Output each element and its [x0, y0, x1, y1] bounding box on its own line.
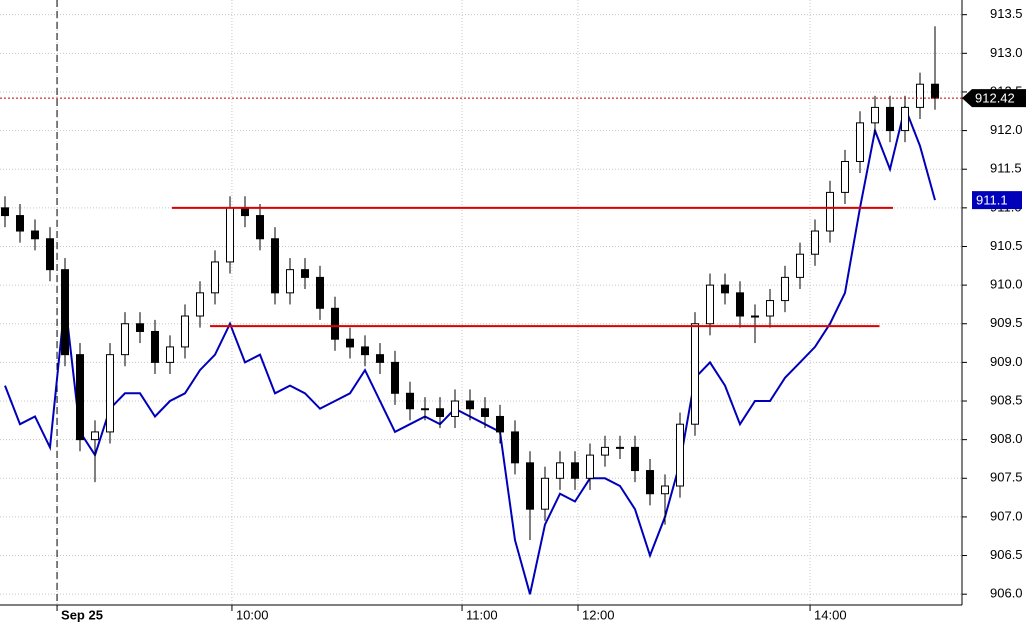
candle-body: [630, 446, 639, 472]
candle-body: [675, 423, 684, 487]
candle-body: [525, 462, 534, 510]
candle-body: [105, 354, 114, 433]
y-tick-label: 908.5: [990, 392, 1023, 407]
y-tick-label: 913.0: [990, 45, 1023, 60]
candle-body: [0, 207, 9, 217]
candle-body: [705, 284, 714, 325]
y-tick-label: 906.5: [990, 547, 1023, 562]
candle-body: [135, 323, 144, 332]
y-tick-label: 910.5: [990, 238, 1023, 253]
candle-body: [570, 462, 579, 479]
candle-body: [435, 408, 444, 417]
price-tag-bg: [962, 89, 1026, 108]
line-tag-bg: [972, 191, 1022, 210]
candle-body: [900, 106, 909, 132]
candle-body: [225, 207, 234, 263]
candle-body: [615, 446, 624, 449]
candle-body: [540, 477, 549, 510]
candle-body: [720, 284, 729, 294]
candle-body: [405, 392, 414, 410]
candle-body: [15, 215, 24, 232]
candle-body: [810, 230, 819, 255]
candle-body: [345, 338, 354, 348]
x-tick-label: 10:00: [236, 607, 269, 622]
candle-body: [30, 230, 39, 240]
candle-body: [45, 238, 54, 271]
candle-body: [645, 470, 654, 495]
candle-body: [915, 83, 924, 108]
candle-body: [510, 431, 519, 464]
y-tick-label: 911.5: [990, 161, 1022, 176]
candle-body: [75, 354, 84, 441]
candle-body: [555, 462, 564, 479]
y-tick-label: 910.0: [990, 277, 1023, 292]
x-tick-label: 12:00: [582, 607, 615, 622]
candle-body: [690, 323, 699, 425]
candle-body: [825, 191, 834, 232]
price-tag: 912.42: [975, 91, 1015, 106]
x-tick-label: 14:00: [814, 607, 847, 622]
candle-body: [765, 300, 774, 317]
indicator-line: [4, 104, 936, 595]
candle-body: [750, 315, 759, 318]
candle-body: [855, 122, 864, 162]
candle-body: [360, 346, 369, 356]
candle-body: [870, 106, 879, 124]
y-tick-label: 909.0: [990, 354, 1023, 369]
candle-body: [195, 292, 204, 317]
y-tick-label: 906.0: [990, 586, 1023, 601]
candle-body: [330, 307, 339, 340]
candle-body: [495, 415, 504, 433]
candle-body: [165, 346, 174, 363]
candle-body: [420, 408, 429, 411]
candle-body: [735, 292, 744, 317]
x-tick-label: Sep 25: [61, 607, 103, 622]
candle-body: [450, 400, 459, 417]
x-tick-label: 11:00: [466, 607, 498, 622]
candle-body: [885, 106, 894, 132]
candle-body: [780, 276, 789, 302]
candle-body: [660, 485, 669, 495]
candle-body: [930, 83, 939, 99]
candle-body: [210, 261, 219, 294]
candle-body: [240, 207, 249, 217]
line-tag: 911.1: [976, 193, 1008, 208]
candle-body: [375, 354, 384, 363]
candle-body: [585, 454, 594, 479]
candle-body: [270, 238, 279, 294]
candle-body: [150, 330, 159, 363]
candle-body: [300, 269, 309, 278]
y-tick-label: 907.0: [990, 508, 1023, 523]
candle-body: [315, 276, 324, 309]
y-tick-label: 912.0: [990, 122, 1023, 137]
candle-body: [120, 323, 129, 356]
y-tick-label: 907.5: [990, 470, 1023, 485]
y-tick-label: 909.5: [990, 315, 1023, 330]
candle-body: [465, 400, 474, 410]
candle-body: [390, 361, 399, 394]
candle-body: [480, 408, 489, 417]
candle-body: [600, 446, 609, 456]
candle-body: [255, 215, 264, 240]
y-tick-label: 908.0: [990, 431, 1023, 446]
candle-body: [840, 160, 849, 193]
y-tick-label: 913.5: [990, 6, 1023, 21]
candle-body: [90, 431, 99, 441]
candle-body: [180, 315, 189, 348]
candle-body: [285, 269, 294, 294]
candle-body: [795, 253, 804, 278]
candle-body: [60, 269, 69, 356]
